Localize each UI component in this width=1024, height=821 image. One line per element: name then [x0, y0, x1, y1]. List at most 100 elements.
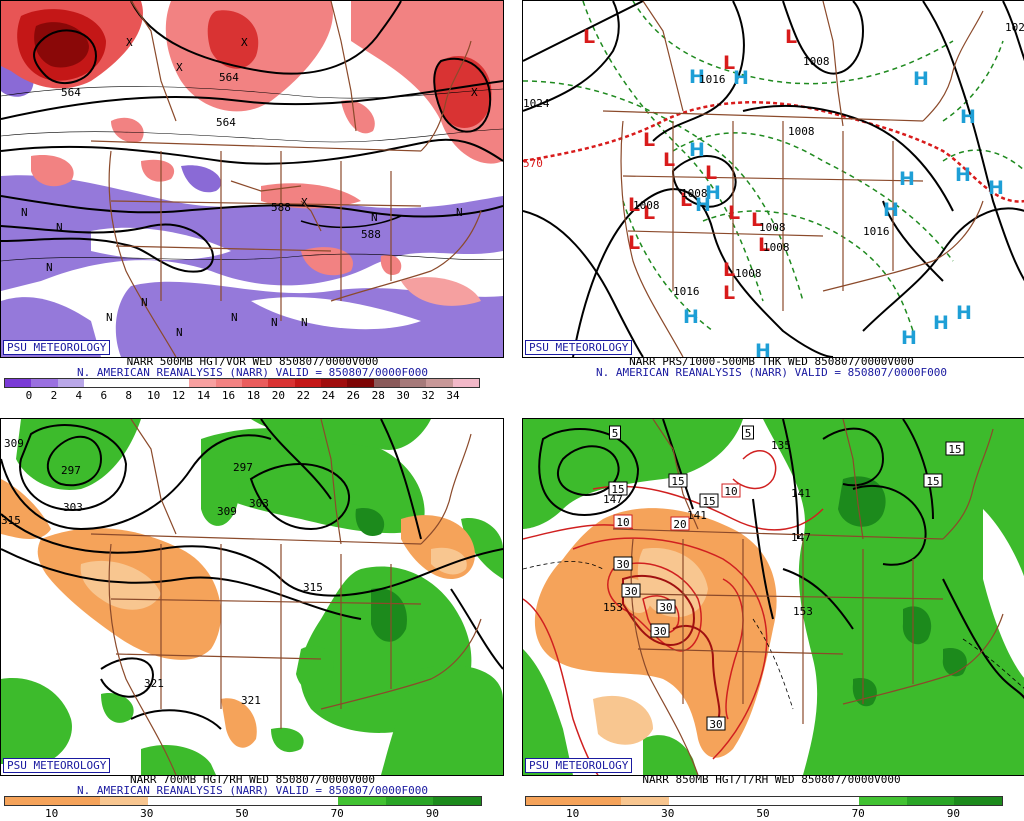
x-mark: X	[176, 61, 183, 74]
n-mark: N	[301, 316, 308, 329]
scale-tick-label: 24	[321, 389, 335, 402]
scale-swatch	[162, 379, 190, 387]
x-mark: X	[471, 86, 478, 99]
svg-text:15: 15	[926, 475, 939, 488]
map-500mb: 564 564 564 588 588 N N N N N N N N N N …	[0, 0, 504, 358]
temperature-box-label: 30	[656, 599, 676, 614]
scale-swatch	[189, 379, 216, 387]
high-pressure-marker: H	[933, 312, 949, 334]
n-mark: N	[231, 311, 238, 324]
scale-tick-label: 10	[147, 389, 161, 402]
contour-label: 321	[241, 694, 261, 707]
contour-label: 297	[233, 461, 253, 474]
low-pressure-marker: L	[728, 202, 740, 224]
high-pressure-marker: H	[705, 182, 721, 204]
n-mark: N	[21, 206, 28, 219]
svg-text:20: 20	[673, 518, 686, 531]
svg-text:5: 5	[612, 427, 619, 440]
contour-label: 315	[1, 514, 21, 527]
scale-swatch	[906, 797, 955, 805]
scale-swatch	[294, 379, 321, 387]
temperature-box-label: 15	[608, 481, 628, 496]
temperature-box-label: 10	[613, 514, 633, 529]
isobar-label: 102	[1005, 21, 1024, 34]
scale-swatch	[621, 797, 669, 805]
temperature-box-label: 15	[945, 441, 965, 456]
scale-swatch	[811, 797, 860, 805]
contour-label: 303	[249, 497, 269, 510]
isobar-label: 1016	[673, 285, 700, 298]
scale-tick-label: 18	[246, 389, 261, 402]
n-mark: N	[456, 206, 463, 219]
low-pressure-marker: L	[723, 52, 735, 74]
temperature-box-label: 30	[621, 583, 641, 598]
product-title: NARR 700MB HGT/RH WED 850807/0000V000	[129, 773, 376, 786]
svg-text:30: 30	[616, 558, 629, 571]
svg-text:30: 30	[624, 585, 637, 598]
x-mark: X	[126, 36, 133, 49]
panel-700mb-rh: 309 297 303 315 297 303 309 315 321 321 …	[0, 418, 505, 820]
high-pressure-marker: H	[689, 66, 705, 88]
temperature-box-label: 30	[706, 716, 726, 731]
isobar-label: 1016	[699, 73, 726, 86]
scale-tick-label: 32	[421, 389, 435, 402]
temperature-box-label: 15	[699, 493, 719, 508]
panel-500mb-vorticity: 564 564 564 588 588 N N N N N N N N N N …	[0, 0, 505, 409]
psu-meteorology-stamp: PSU METEOROLOGY	[525, 340, 633, 355]
svg-text:5: 5	[745, 427, 752, 440]
x-mark: X	[301, 196, 308, 209]
scale-swatch	[242, 797, 291, 805]
high-pressure-marker: H	[960, 106, 976, 128]
high-pressure-marker: H	[733, 67, 749, 89]
scale-swatch	[5, 797, 53, 805]
temp-rh-850mb-map-graphic: 135 141 147 153 153 147 141 5 5 15 15 15 15 15…	[523, 419, 1024, 775]
isobar-label: 1016	[863, 225, 890, 238]
scale-swatch	[268, 379, 295, 387]
svg-text:15: 15	[611, 483, 624, 496]
thickness-label: 570	[523, 157, 543, 170]
low-pressure-marker: L	[680, 189, 692, 211]
valid-time-line: N. AMERICAN REANALYSIS (NARR) VALID = 85…	[596, 366, 947, 379]
valid-time-line: N. AMERICAN REANALYSIS (NARR) VALID = 85…	[77, 366, 428, 379]
high-pressure-marker: H	[755, 340, 771, 357]
scale-swatch	[373, 379, 400, 387]
high-pressure-marker: H	[956, 302, 972, 324]
scale-tick-label: 16	[221, 389, 236, 402]
contour-label: 588	[271, 201, 291, 214]
scale-tick-label: 10	[44, 807, 59, 820]
isobar-label: 1008	[681, 187, 708, 200]
contour-label: 147	[791, 531, 811, 544]
rh-700mb-map-graphic: 309 297 303 315 297 303 309 315 321 321	[1, 419, 503, 775]
low-pressure-marker: L	[663, 149, 675, 171]
contour-label: 135	[771, 439, 791, 452]
contour-label: 309	[4, 437, 24, 450]
n-mark: N	[46, 261, 53, 274]
scale-swatch	[57, 379, 84, 387]
svg-text:30: 30	[653, 625, 666, 638]
svg-text:10: 10	[616, 516, 629, 529]
low-pressure-marker: L	[628, 194, 640, 216]
high-pressure-marker: H	[883, 199, 899, 221]
psu-meteorology-stamp: PSU METEOROLOGY	[3, 758, 111, 773]
product-title: NARR 850MB HGT/T/RH WED 850807/0000V000	[642, 773, 901, 786]
scale-tick-label: 0	[25, 389, 33, 402]
isobar-label: 1008	[763, 241, 790, 254]
temperature-box-label: 30	[613, 556, 633, 571]
pressure-map-graphic: L L L L L L L L L L L L L L L H H H	[523, 1, 1024, 357]
scale-swatch	[954, 797, 1002, 805]
contour-label: 564	[216, 116, 236, 129]
contour-label: 321	[144, 677, 164, 690]
low-pressure-marker: L	[723, 282, 735, 304]
low-pressure-marker: L	[643, 129, 655, 151]
vorticity-map-graphic: 564 564 564 588 588 N N N N N N N N N N …	[1, 1, 503, 357]
scale-swatch	[195, 797, 243, 805]
contour-label: 309	[217, 505, 237, 518]
scale-swatch	[716, 797, 764, 805]
scale-tick-label: 50	[756, 807, 770, 820]
scale-tick-label: 50	[235, 807, 249, 820]
scale-tick-label: 30	[396, 389, 410, 402]
scale-tick-label: 30	[661, 807, 675, 820]
scale-swatch	[100, 797, 148, 805]
temperature-labels: 5 5 15 15 15 15 15 10 10 20 30 30 30 30 30	[608, 425, 965, 731]
scale-tick-label: 70	[330, 807, 344, 820]
